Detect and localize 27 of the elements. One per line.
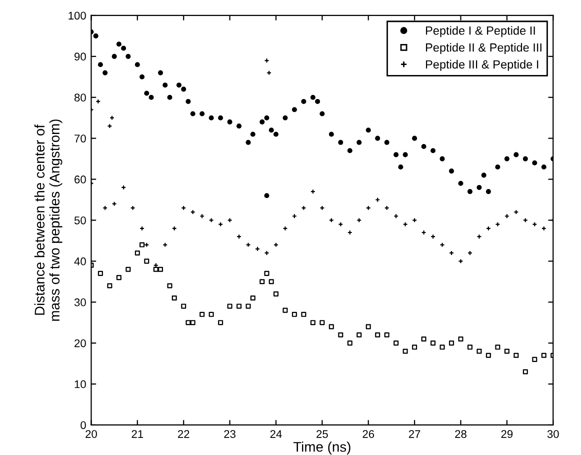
x-tick-label: 23 — [224, 430, 236, 438]
y-tick-label: 0 — [80, 421, 86, 430]
x-tick-label: 20 — [86, 430, 97, 438]
y-tick-label: 50 — [74, 216, 86, 224]
y-tick-label: 20 — [74, 339, 86, 348]
x-tick-label: 24 — [270, 430, 282, 438]
y-tick-label: 40 — [74, 257, 86, 266]
x-tick-label: 29 — [501, 430, 513, 438]
x-tick-label: 30 — [547, 430, 559, 438]
legend-label: Peptide II & Peptide III — [426, 43, 542, 54]
legend-label: Peptide III & Peptide I — [426, 60, 538, 71]
y-tick-label: 30 — [74, 298, 86, 306]
y-tick-label: 90 — [74, 52, 86, 61]
legend-label: Peptide I & Peptide II — [426, 26, 535, 38]
y-tick-label: 10 — [74, 380, 86, 388]
y-tick-label: 70 — [74, 134, 86, 142]
x-axis-title: Time (ns) — [293, 442, 350, 455]
y-axis-title: Distance between the center of mass of two peptides (Angstrom) — [34, 120, 62, 321]
x-tick-label: 22 — [178, 430, 190, 438]
x-tick-label: 25 — [316, 430, 328, 438]
y-tick-label: 60 — [74, 176, 86, 184]
x-tick-label: 27 — [408, 430, 420, 438]
x-tick-label: 26 — [362, 430, 374, 438]
y-tick-label: 80 — [74, 94, 86, 102]
x-tick-label: 28 — [455, 430, 466, 438]
x-tick-label: 21 — [132, 430, 144, 438]
y-tick-label: 100 — [68, 12, 86, 20]
